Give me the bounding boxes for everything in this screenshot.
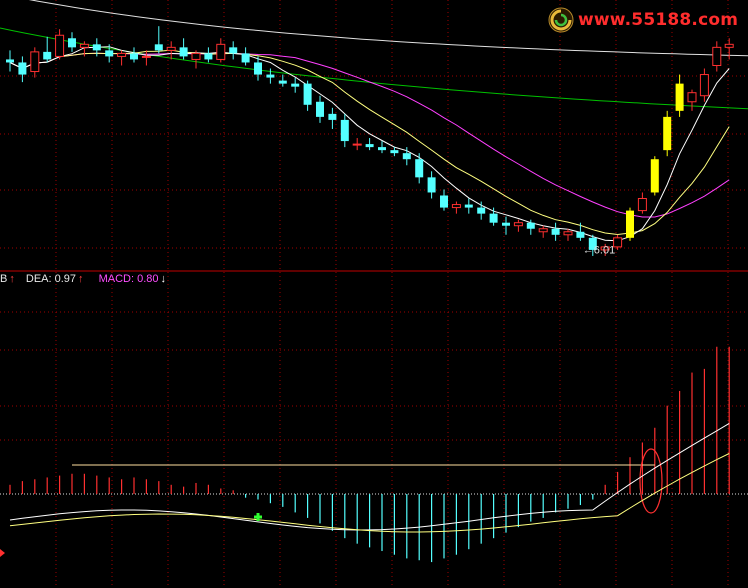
candle-body (179, 47, 188, 57)
candle-body (563, 231, 573, 236)
candle-body (92, 44, 101, 51)
candle-body (117, 52, 127, 57)
dif-up-arrow-icon: ↑ (9, 273, 15, 285)
macd-legend: B ↑ DEA: 0.97 ↑ MACD: 0.80 ↓ (0, 273, 168, 285)
candle-body (712, 46, 722, 66)
candle-body (352, 143, 362, 146)
dif-label: B (0, 273, 8, 285)
candle-body (699, 74, 709, 97)
candle-body (365, 144, 374, 148)
candle-body (6, 59, 14, 63)
candle-body (166, 46, 176, 51)
candle-body (724, 43, 734, 48)
watermark-text: www.55188.com (578, 10, 739, 30)
candle-body (390, 150, 399, 154)
ma10-line (9, 49, 730, 236)
macd-highlight-circle (639, 448, 663, 514)
candle-body (513, 222, 523, 227)
candle-body (18, 62, 27, 75)
macd-down-arrow-icon: ↓ (160, 273, 167, 285)
candle-body (141, 55, 151, 58)
candle-body (254, 62, 262, 75)
ma-long-term-line (28, 0, 748, 57)
candle-body (415, 159, 424, 178)
macd-label: MACD: 0.80 (98, 273, 159, 285)
candle-body (241, 53, 250, 63)
golden-cross-marker-icon (254, 513, 262, 521)
candle-body (477, 207, 486, 214)
candle-body (278, 80, 287, 84)
watermark: www.55188.com (548, 6, 738, 34)
candle-body (130, 53, 138, 60)
candle-body (204, 53, 213, 60)
ma20-line (9, 52, 730, 218)
candle-body (216, 43, 226, 60)
candle-body (303, 83, 312, 105)
candle-body (55, 34, 65, 57)
candle-body (378, 147, 386, 151)
candle-body (328, 113, 337, 120)
candle-body (600, 246, 610, 251)
candle-body (191, 52, 201, 60)
candle-body (626, 210, 634, 238)
site-logo-icon (548, 7, 574, 33)
candle-body (687, 92, 697, 103)
dea-label: DEA: 0.97 (25, 273, 77, 285)
candle-body (526, 222, 535, 229)
candle-body (675, 83, 684, 111)
edge-marker-icon (0, 549, 5, 557)
dea-line (9, 453, 730, 533)
candle-body (266, 74, 275, 78)
candle-body (79, 43, 89, 48)
candle-body (105, 50, 114, 57)
ma5-line (9, 46, 730, 242)
candle-body (538, 228, 548, 233)
candle-body (502, 222, 510, 226)
candle-body (340, 119, 349, 142)
candle-body (663, 116, 672, 151)
candle-body (229, 47, 238, 54)
candle-body (613, 237, 623, 248)
candle-body (464, 204, 473, 208)
candle-body (576, 231, 585, 238)
candle-body (650, 159, 659, 193)
candle-body (402, 153, 411, 160)
candle-body (440, 195, 448, 208)
candle-body (154, 44, 163, 51)
candle-body (427, 177, 436, 193)
candle-body (451, 204, 461, 209)
candle-body (637, 198, 647, 212)
candle-body (588, 237, 597, 250)
dea-up-arrow-icon: ↑ (78, 273, 84, 285)
candle-body (30, 51, 40, 73)
candle-body (291, 83, 300, 87)
dif-line (9, 422, 730, 531)
candle-body (68, 38, 76, 48)
low-price-annotation: ←6.01 (583, 244, 615, 256)
candle-body (43, 51, 52, 60)
candle-body (316, 101, 324, 117)
candle-body (551, 228, 560, 235)
candle-body (489, 213, 498, 223)
